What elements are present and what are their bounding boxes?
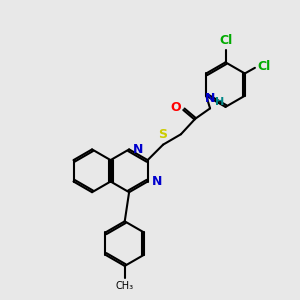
Text: H: H: [215, 97, 224, 106]
Text: Cl: Cl: [257, 60, 270, 73]
Text: Cl: Cl: [219, 34, 232, 47]
Text: S: S: [159, 128, 168, 141]
Text: CH₃: CH₃: [116, 281, 134, 291]
Text: N: N: [205, 92, 215, 105]
Text: N: N: [133, 143, 143, 156]
Text: N: N: [152, 175, 162, 188]
Text: O: O: [170, 101, 181, 114]
